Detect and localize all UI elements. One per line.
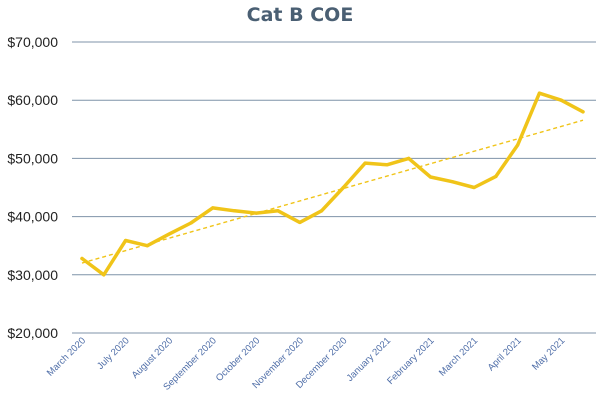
- chart-title: Cat B COE: [246, 4, 354, 26]
- data-point: [450, 180, 454, 184]
- data-point: [167, 232, 171, 236]
- x-tick-label: March 2021: [437, 335, 480, 378]
- y-tick-label: $30,000: [7, 267, 58, 283]
- x-tick-label: March 2020: [45, 335, 88, 378]
- data-point: [537, 91, 542, 95]
- data-point: [145, 244, 149, 248]
- x-tick-label: August 2020: [130, 335, 176, 381]
- y-tick-label: $40,000: [7, 209, 58, 225]
- data-point: [363, 161, 367, 165]
- data-point: [407, 156, 411, 160]
- data-point: [581, 110, 585, 114]
- y-tick-label: $20,000: [7, 325, 58, 341]
- data-point: [298, 220, 302, 225]
- data-point: [123, 238, 128, 243]
- data-point: [254, 211, 258, 215]
- data-point: [102, 273, 106, 277]
- data-point: [559, 98, 563, 102]
- data-point: [211, 206, 215, 210]
- data-point: [385, 163, 389, 167]
- data-point: [472, 185, 476, 190]
- data-point: [80, 256, 84, 261]
- x-tick-label: July 2020: [95, 335, 132, 372]
- data-point: [341, 185, 345, 190]
- data-point: [516, 143, 520, 147]
- y-tick-label: $60,000: [7, 92, 58, 108]
- y-tick-label: $50,000: [7, 150, 58, 166]
- data-point: [320, 209, 324, 213]
- x-tick-label: April 2021: [486, 335, 524, 373]
- data-point: [428, 175, 433, 179]
- x-tick-label: October 2020: [214, 335, 262, 383]
- trendline: [81, 119, 584, 264]
- data-point: [276, 209, 280, 213]
- x-tick-label: May 2021: [530, 335, 567, 372]
- data-point: [232, 209, 237, 213]
- data-point: [189, 221, 193, 225]
- series-line: [80, 91, 585, 277]
- x-tick-label: January 2021: [345, 335, 393, 383]
- data-point: [494, 174, 498, 179]
- y-tick-label: $70,000: [7, 34, 58, 50]
